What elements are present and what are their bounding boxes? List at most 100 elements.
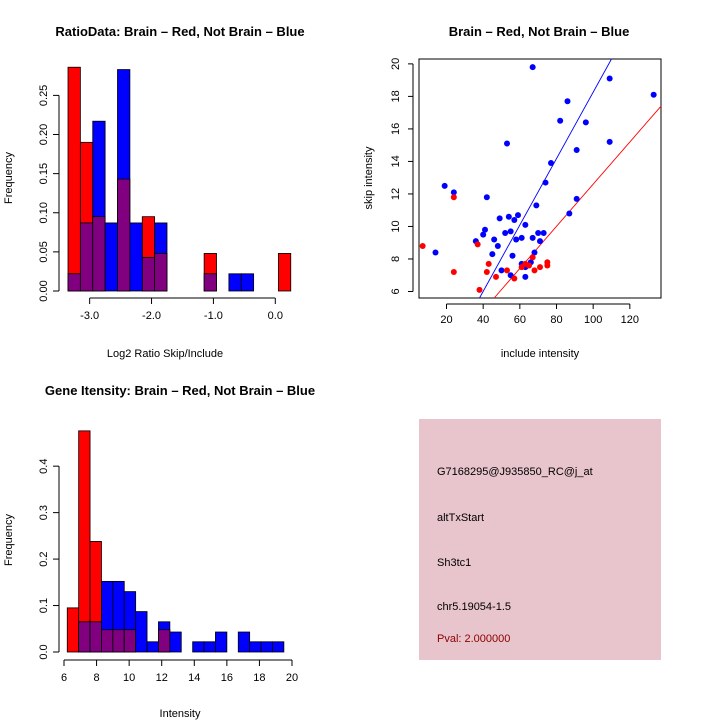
ratio-y-tick-label: 0.15	[38, 163, 50, 184]
ratio-histogram-xlabel: Log2 Ratio Skip/Include	[107, 348, 223, 360]
brain-point	[531, 267, 538, 274]
gene-intensity-bar-not-brain	[215, 631, 228, 653]
info-panel: G7168295@J935850_RC@j_at altTxStart Sh3t…	[419, 419, 661, 660]
gene-intensity-x-tick-label: 12	[156, 672, 168, 684]
not-brain-point	[480, 231, 487, 238]
ratio-histogram-title: RatioData: Brain – Red, Not Brain – Blue	[55, 24, 304, 39]
brain-point	[526, 262, 532, 269]
gene-intensity-bar-not-brain	[146, 641, 159, 653]
ratio-bar-overlap	[67, 273, 81, 292]
gene-intensity-x-tick-label: 20	[286, 672, 298, 684]
info-event-type: altTxStart	[437, 512, 484, 524]
not-brain-point	[582, 119, 589, 126]
gene-intensity-histogram-xlabel: Intensity	[160, 708, 201, 720]
ratio-y-tick-label: 0.20	[38, 124, 50, 145]
brain-point	[537, 264, 543, 271]
not-brain-point	[482, 226, 488, 233]
not-brain-point	[432, 249, 439, 256]
info-probe-id: G7168295@J935850_RC@j_at	[437, 466, 593, 478]
ratio-histogram-ylabel: Frequency	[3, 152, 15, 204]
brain-point	[511, 275, 518, 282]
not-brain-point	[650, 91, 657, 98]
gene-intensity-y-tick-label: 0.4	[38, 459, 50, 474]
intensity-scatter-frame	[418, 58, 662, 299]
gene-intensity-bar-not-brain	[135, 611, 148, 653]
scatter-x-tick-label: 100	[584, 314, 602, 326]
not-brain-point	[522, 273, 529, 280]
not-brain-point	[540, 229, 547, 236]
ratio-bar-overlap	[79, 222, 94, 292]
scatter-y-tick-label: 14	[390, 155, 402, 167]
gene-intensity-bar-not-brain	[192, 641, 205, 653]
ratio-bar-not-brain	[240, 273, 255, 292]
scatter-y-tick-label: 8	[390, 256, 402, 262]
not-brain-fit-line	[479, 58, 612, 299]
not-brain-point	[504, 140, 510, 147]
scatter-y-tick-label: 6	[390, 288, 402, 294]
gene-intensity-y-tick-label: 0.1	[38, 598, 50, 613]
ratio-bar-overlap	[92, 216, 106, 292]
gene-intensity-histogram-axes: 6 8 10 12 14 16 18 20 0.0 0.1 0.2 0.3 0.4	[38, 459, 298, 684]
ratio-bar-not-brain	[228, 273, 242, 292]
ratio-bar-overlap	[141, 256, 156, 292]
scatter-x-tick-label: 60	[514, 314, 526, 326]
ratio-bar-brain	[277, 253, 292, 292]
not-brain-point	[505, 213, 512, 220]
not-brain-point	[441, 182, 448, 189]
gene-intensity-x-tick-label: 8	[94, 672, 100, 684]
gene-intensity-y-tick-label: 0.3	[38, 505, 50, 520]
brain-point	[474, 241, 481, 248]
gene-intensity-bar-not-brain	[237, 631, 251, 653]
gene-intensity-bar-not-brain	[272, 641, 285, 653]
gene-intensity-histogram: Gene Itensity: Brain – Red, Not Brain – …	[3, 383, 315, 720]
info-gene: Sh3tc1	[437, 557, 471, 569]
ratio-x-tick-label: -2.0	[142, 310, 161, 322]
not-brain-point	[513, 236, 520, 243]
ratio-x-tick-label: -1.0	[204, 310, 223, 322]
not-brain-point	[494, 242, 501, 249]
brain-point	[450, 268, 457, 275]
brain-fit-line	[493, 105, 662, 299]
scatter-x-tick-label: 40	[477, 314, 489, 326]
not-brain-point	[542, 179, 549, 186]
intensity-scatter-axes: 20 40 60 80 100 120 6 8 10 12 14 16 18 20	[390, 58, 639, 326]
info-location: chr5.19054-1.5	[437, 601, 511, 613]
brain-point	[450, 194, 457, 201]
gene-intensity-bar-not-brain	[169, 631, 182, 653]
not-brain-point	[537, 238, 543, 245]
not-brain-point	[557, 117, 564, 124]
intensity-scatter-xlabel: include intensity	[501, 348, 580, 360]
ratio-y-tick-label: 0.05	[38, 241, 50, 262]
gene-intensity-y-tick-label: 0.2	[38, 551, 50, 566]
brain-point	[504, 267, 510, 274]
not-brain-point	[573, 147, 580, 154]
ratio-bar-overlap	[117, 178, 131, 292]
scatter-y-tick-label: 20	[390, 58, 402, 70]
intensity-scatter: Brain – Red, Not Brain – Blue include in…	[363, 24, 662, 360]
gene-intensity-histogram-title: Gene Itensity: Brain – Red, Not Brain – …	[45, 383, 315, 398]
scatter-x-tick-label: 20	[440, 314, 452, 326]
not-brain-point	[498, 267, 505, 274]
gene-intensity-bar-overlap	[101, 629, 114, 653]
ratio-histogram-axes: -3.0 -2.0 -1.0 0.0 0.00 0.05 0.10 0.15 0.20 0.25	[38, 85, 283, 322]
not-brain-point	[529, 64, 536, 71]
ratio-bar-brain	[67, 66, 81, 292]
scatter-y-tick-label: 18	[390, 90, 402, 102]
not-brain-point	[535, 229, 542, 236]
gene-intensity-bar-overlap	[112, 629, 125, 653]
not-brain-point	[483, 194, 490, 201]
not-brain-point	[507, 228, 514, 235]
gene-intensity-bar-not-brain	[260, 641, 273, 653]
brain-point	[476, 286, 483, 293]
not-brain-point	[566, 210, 573, 217]
not-brain-point	[502, 229, 509, 236]
brain-point	[419, 242, 426, 249]
brain-point	[485, 260, 492, 267]
gene-intensity-histogram-bars	[66, 430, 285, 653]
not-brain-point	[548, 160, 554, 167]
ratio-bar-not-brain	[129, 222, 143, 292]
not-brain-point	[531, 249, 538, 256]
scatter-y-tick-label: 16	[390, 123, 402, 135]
not-brain-point	[511, 216, 518, 223]
